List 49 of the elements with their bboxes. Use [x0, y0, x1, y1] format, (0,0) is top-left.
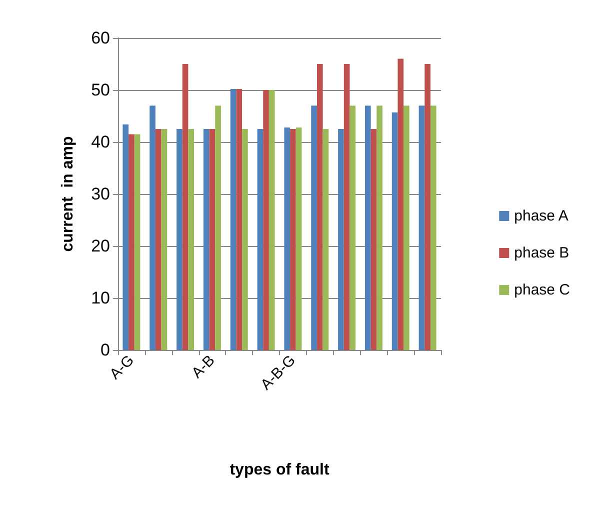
bar — [230, 88, 236, 350]
bar — [284, 127, 290, 350]
y-tick-label: 60 — [91, 28, 110, 48]
bar — [316, 64, 323, 350]
bar — [236, 88, 242, 350]
bar — [311, 106, 317, 350]
bar — [182, 64, 188, 350]
x-axis-title: types of fault — [230, 462, 330, 478]
bar — [268, 90, 275, 350]
bar — [296, 127, 302, 350]
bar — [176, 129, 182, 350]
bar — [257, 129, 264, 350]
bar — [215, 106, 221, 350]
bar — [203, 129, 210, 350]
bar — [161, 129, 168, 350]
y-tick-label: 40 — [91, 132, 110, 152]
bar — [430, 106, 436, 350]
bar — [350, 106, 356, 350]
bar — [128, 134, 134, 350]
y-axis-title: current in amp — [60, 136, 76, 252]
bar — [322, 129, 329, 350]
bar — [364, 106, 371, 350]
bar — [122, 124, 129, 350]
bar — [150, 106, 156, 350]
legend-label: phase B — [514, 244, 570, 262]
bar — [290, 129, 296, 350]
bar — [134, 134, 140, 350]
y-tick-label: 30 — [91, 184, 110, 204]
bar — [370, 129, 377, 350]
bar — [188, 129, 194, 350]
bar — [344, 64, 350, 350]
legend-label: phase C — [514, 282, 570, 298]
bar — [424, 64, 430, 350]
bar — [376, 106, 382, 350]
y-tick-label: 50 — [91, 80, 110, 100]
y-tick-label: 10 — [91, 288, 110, 308]
bar — [392, 112, 398, 350]
bar — [398, 58, 404, 350]
y-tick-label: 0 — [100, 340, 110, 360]
x-tick-label: A-B — [188, 352, 218, 382]
bar — [242, 129, 248, 350]
bar — [418, 106, 425, 350]
bar — [404, 106, 410, 350]
bar — [338, 129, 344, 350]
bar — [263, 90, 269, 350]
legend-label: phase A — [514, 208, 568, 224]
y-tick-label: 20 — [91, 236, 110, 256]
bar — [155, 129, 162, 350]
bar — [209, 129, 216, 350]
